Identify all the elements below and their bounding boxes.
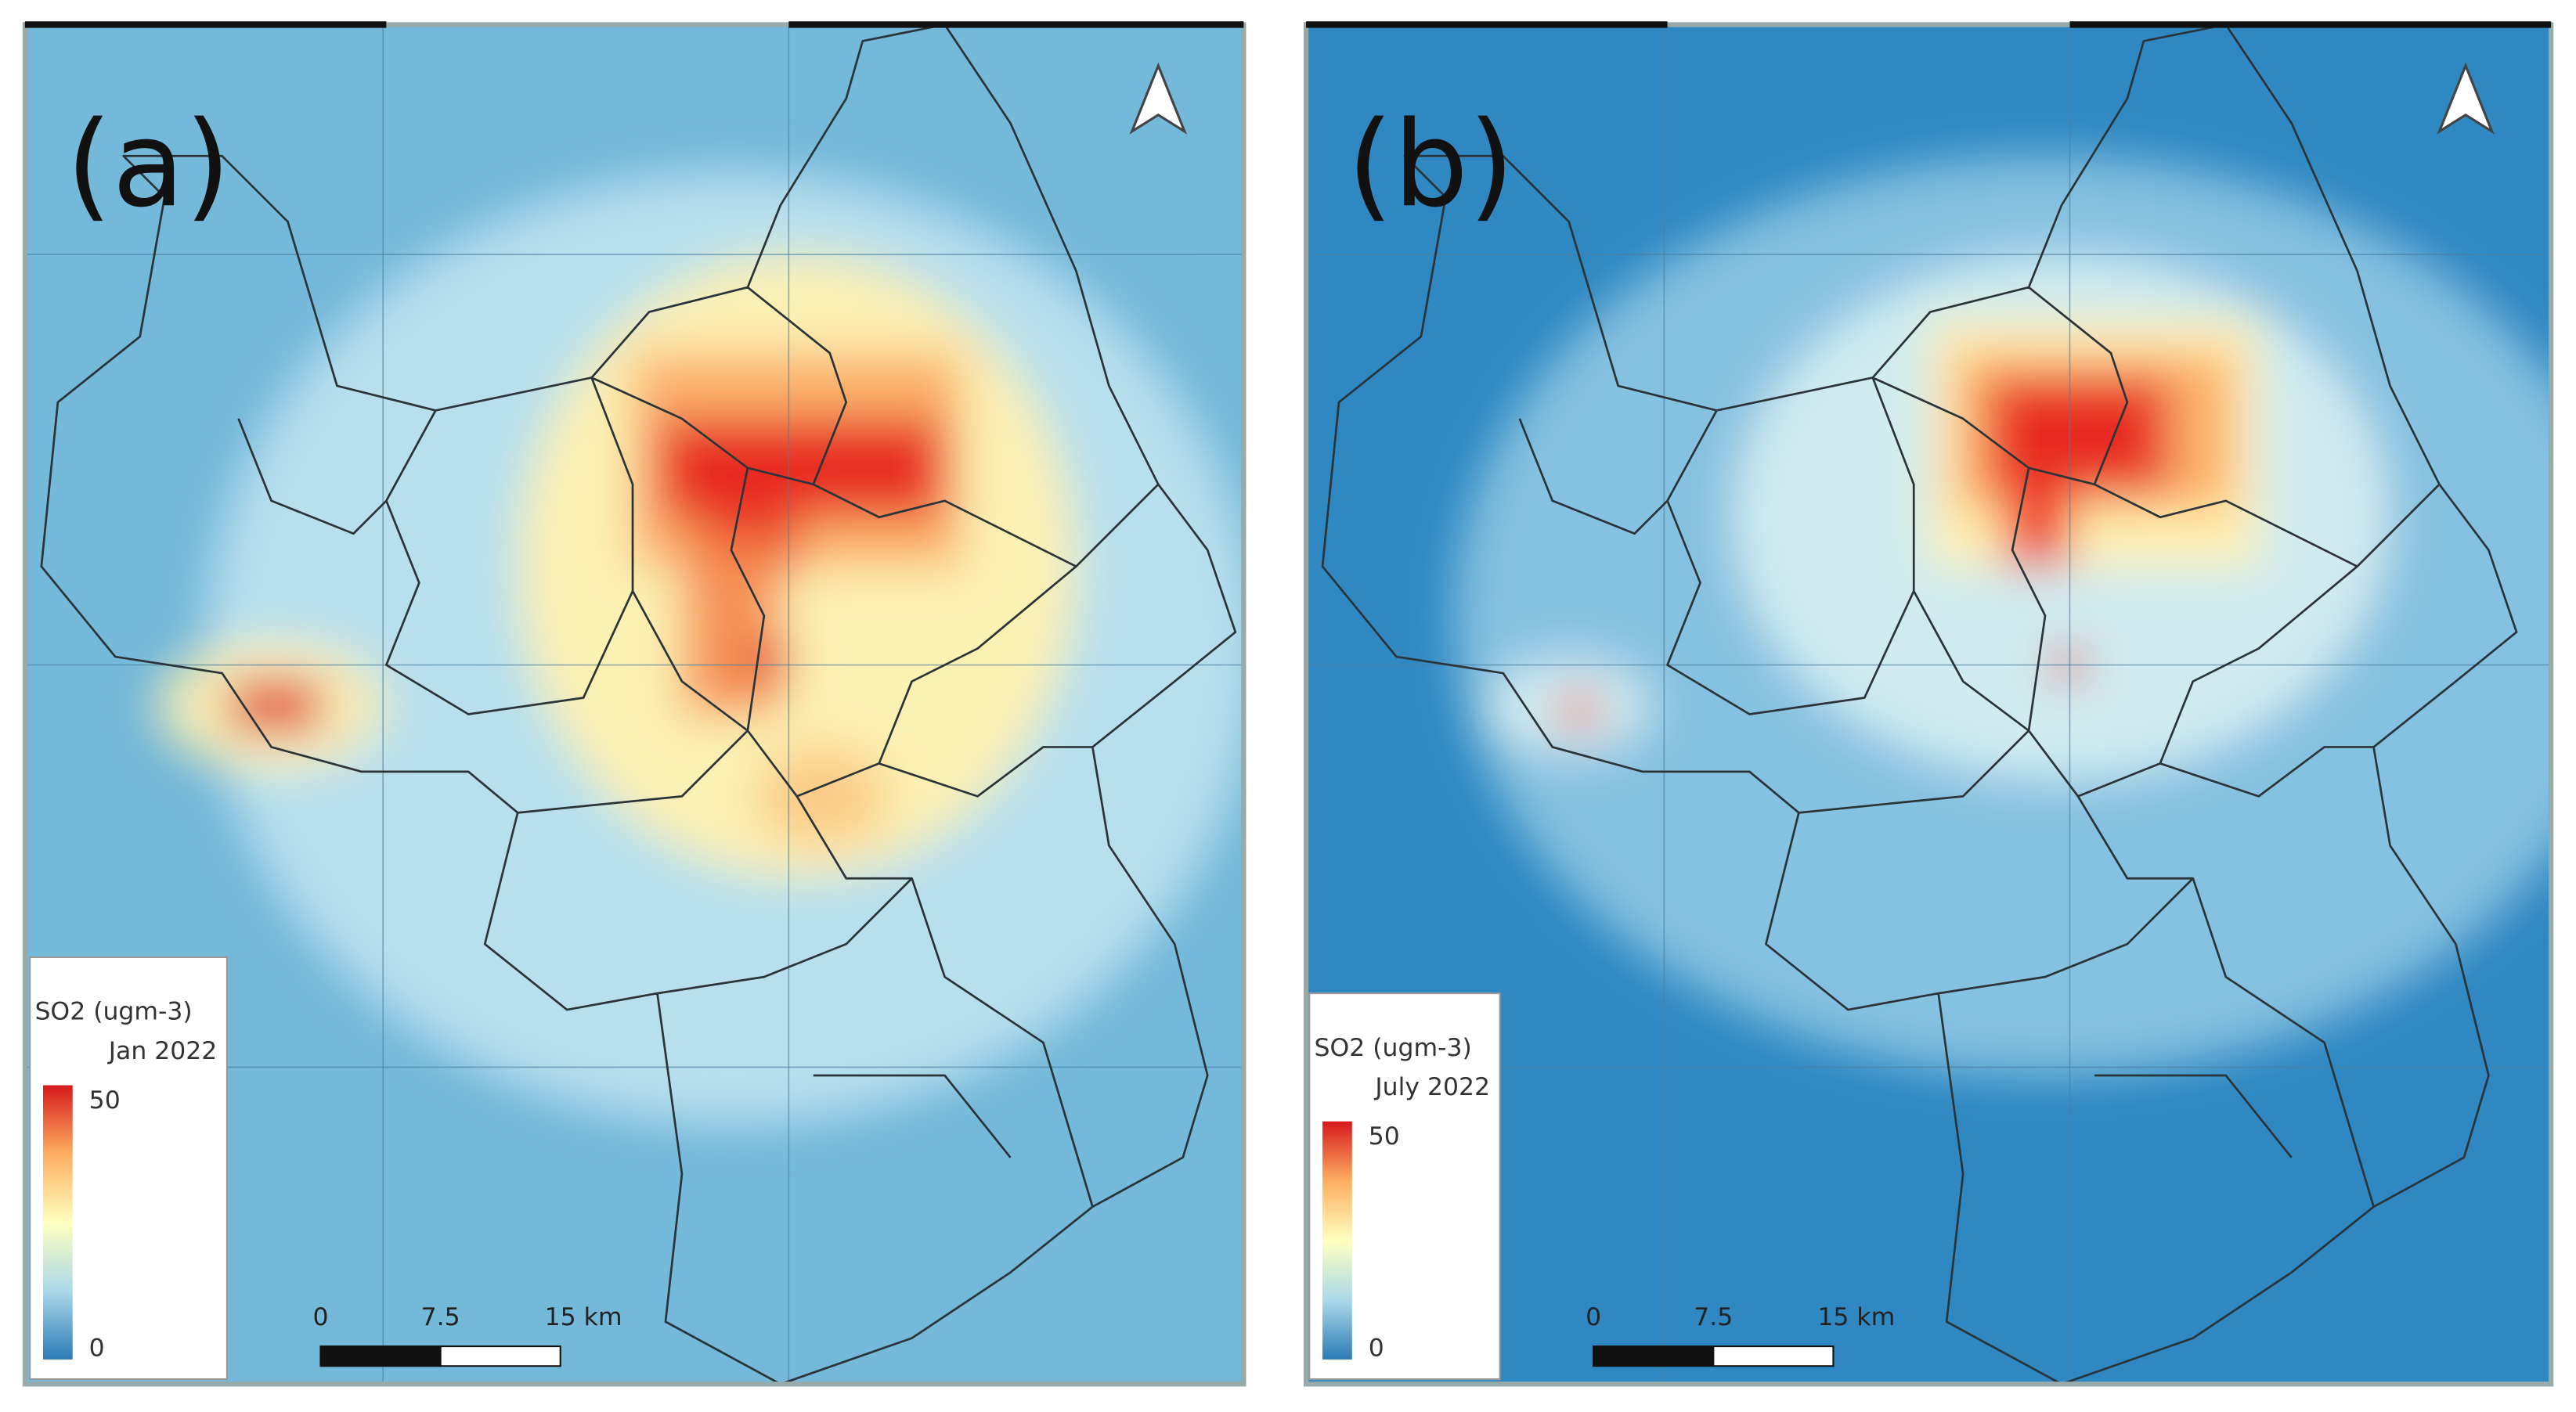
scale-label: 7.5 <box>1694 1303 1733 1331</box>
legend-period: July 2022 <box>1373 1073 1490 1101</box>
heatmap <box>1454 156 2552 1075</box>
legend-max: 50 <box>1369 1122 1400 1151</box>
heat-cell <box>230 681 321 731</box>
map-area <box>1306 24 2552 1385</box>
panel-label: (b) <box>1348 95 1515 233</box>
scale-label: 15 km <box>1817 1303 1895 1331</box>
scale-bar-white <box>1712 1345 1835 1367</box>
heat-halo <box>756 747 888 846</box>
scale-bar-black <box>319 1345 442 1367</box>
legend-title: SO2 (ugm-3) <box>1315 1034 1472 1062</box>
heat-cell <box>1987 377 2169 493</box>
legend-min: 0 <box>89 1335 105 1363</box>
district-boundaries <box>1321 24 2518 1385</box>
heat-cell <box>747 640 789 682</box>
legend-title: SO2 (ugm-3) <box>34 998 192 1026</box>
frame <box>22 22 1247 1387</box>
heat-cell <box>681 533 781 715</box>
north-arrow <box>1129 62 1188 135</box>
scale-label: 0 <box>312 1303 328 1331</box>
legend-period: Jan 2022 <box>107 1037 218 1065</box>
heatmap <box>156 172 1244 1125</box>
panel-label: (a) <box>66 95 230 233</box>
heat-cell <box>2004 484 2070 567</box>
legend-max: 50 <box>89 1086 121 1115</box>
colorbar <box>1322 1121 1352 1360</box>
scale-label: 0 <box>1586 1303 1601 1331</box>
frame <box>1303 22 2554 1387</box>
map-panel: (a) SO2 (ugm-3) Jan 2022 50 0 0 7.5 15 km <box>22 21 1247 1387</box>
colorbar <box>42 1085 73 1360</box>
map-area <box>24 24 1244 1385</box>
map-panel: (b) SO2 (ugm-3) July 2022 50 0 0 7.5 15 km <box>1303 21 2554 1387</box>
north-arrow <box>2437 62 2495 135</box>
scale-bar-black <box>1593 1345 1715 1367</box>
scale-label: 15 km <box>545 1303 622 1331</box>
legend-min: 0 <box>1369 1335 1384 1363</box>
scale-bar-white <box>439 1345 561 1367</box>
district-boundaries <box>40 24 1237 1385</box>
heat-cell <box>1560 694 1597 728</box>
scale-label: 7.5 <box>421 1303 460 1331</box>
